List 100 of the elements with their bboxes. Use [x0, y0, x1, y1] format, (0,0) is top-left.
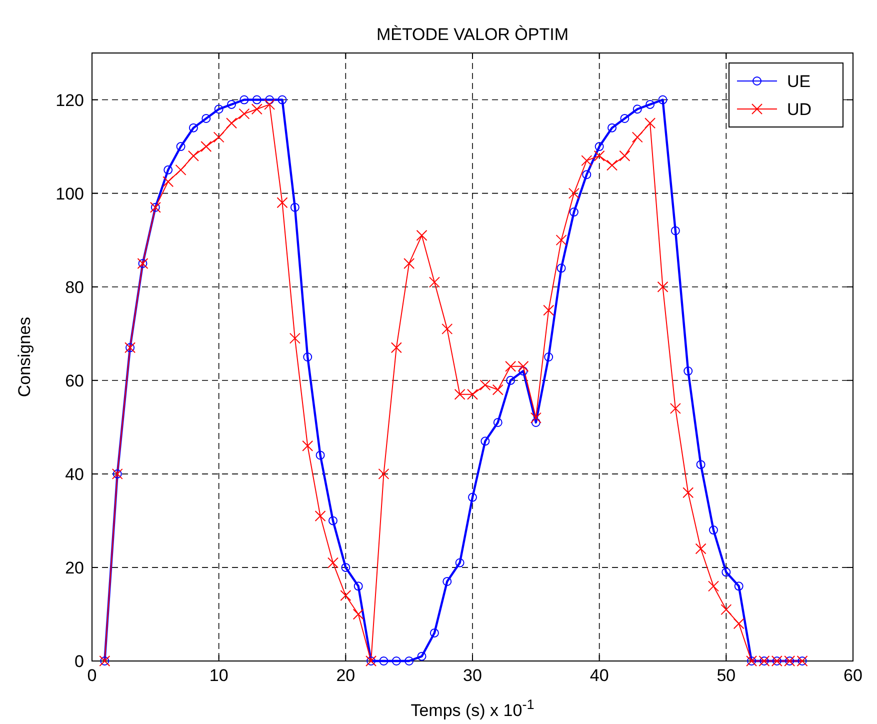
y-tick-label: 120 [56, 90, 84, 110]
point [264, 98, 276, 110]
point [442, 323, 453, 334]
point [606, 160, 618, 171]
point [442, 576, 452, 586]
y-tick-label: 40 [65, 464, 84, 484]
y-tick-label: 100 [56, 184, 84, 204]
legend-label: UE [787, 72, 811, 91]
point [632, 132, 643, 143]
point [492, 384, 504, 396]
point [632, 104, 642, 114]
point [278, 95, 287, 104]
point [646, 100, 655, 109]
x-tick-label: 40 [590, 666, 609, 685]
y-tick-label: 0 [74, 652, 84, 671]
x-tick-label: 10 [209, 666, 228, 685]
point [202, 114, 211, 123]
point [238, 108, 250, 120]
point [670, 226, 680, 236]
point [265, 95, 274, 104]
point [569, 208, 578, 217]
point [379, 656, 388, 666]
point [226, 118, 238, 129]
point [213, 132, 224, 143]
point [556, 234, 567, 246]
point [543, 304, 554, 316]
y-axis-title: Consignes [15, 316, 34, 398]
point [200, 141, 212, 152]
point [568, 188, 580, 199]
x-tick-label: 20 [336, 666, 356, 685]
x-tick-label: 50 [716, 666, 736, 685]
point [390, 342, 402, 354]
point [620, 114, 630, 123]
point [417, 652, 426, 661]
point [531, 418, 540, 427]
point [696, 460, 706, 470]
point [341, 562, 350, 572]
point [428, 276, 440, 288]
point [708, 526, 718, 535]
point [493, 418, 502, 427]
point [722, 568, 731, 577]
point [340, 590, 352, 602]
point [327, 557, 338, 568]
point [240, 95, 249, 104]
x-tick-label: 60 [844, 666, 862, 685]
x-tick-label: 30 [463, 666, 482, 685]
point [314, 510, 326, 522]
y-tick-label: 80 [65, 278, 84, 297]
point [544, 352, 554, 362]
point [684, 366, 693, 376]
point [328, 516, 338, 526]
point [594, 150, 605, 162]
point [354, 582, 363, 591]
point [188, 150, 199, 162]
point [416, 230, 428, 241]
y-tick-label: 60 [65, 371, 84, 390]
point [303, 352, 312, 362]
x-axis-title: Temps (s) x 10$^{-1}$ [410, 696, 534, 720]
point [619, 150, 630, 162]
point [188, 123, 198, 132]
point [608, 123, 617, 132]
point [392, 656, 401, 666]
y-tick-label: 20 [65, 558, 84, 578]
point [290, 202, 300, 212]
point [468, 492, 477, 502]
point [176, 142, 186, 152]
point [164, 165, 173, 174]
point [644, 118, 656, 129]
point [430, 628, 439, 638]
point [594, 142, 604, 152]
point [302, 440, 314, 452]
point [658, 95, 668, 104]
point [734, 582, 744, 591]
point [720, 604, 732, 616]
x-tick-label: 0 [87, 666, 97, 685]
point [581, 155, 592, 166]
point [506, 376, 516, 385]
point [670, 402, 681, 414]
point [695, 543, 706, 554]
point [378, 468, 390, 480]
point [657, 281, 668, 292]
legend-label: UD [787, 100, 812, 119]
point [556, 264, 566, 273]
point [404, 258, 415, 269]
chart-title: MÈTODE VALOR ÒPTIM [376, 25, 569, 44]
point [289, 332, 300, 344]
point [276, 197, 288, 208]
point [162, 176, 174, 188]
point [518, 366, 528, 376]
point [316, 450, 325, 460]
point [252, 95, 262, 104]
point [708, 580, 719, 592]
point [582, 170, 592, 180]
point [352, 608, 364, 620]
point [251, 104, 262, 115]
point [404, 656, 414, 666]
point [480, 436, 490, 446]
point [733, 618, 744, 630]
point [530, 412, 542, 424]
point [455, 558, 464, 568]
